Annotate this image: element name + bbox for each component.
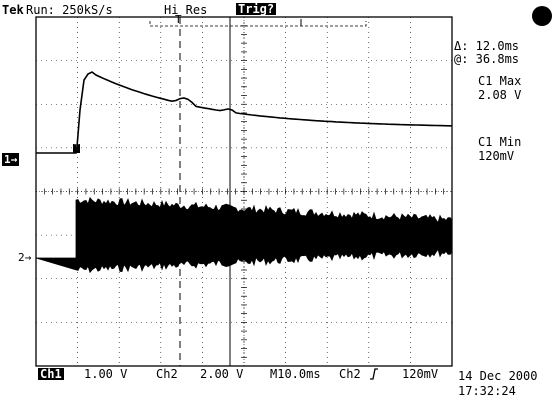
timebase-readout: M10.0ms: [270, 367, 321, 381]
ch2-trace: [35, 196, 453, 274]
brand-label: Tek: [2, 3, 24, 17]
measurement-label: C1 Max: [478, 74, 522, 88]
ch2-ground-marker[interactable]: 2→: [18, 251, 32, 264]
ch2-label[interactable]: Ch2: [156, 367, 178, 381]
knob-icon[interactable]: [532, 6, 552, 26]
trigger-source: Ch2: [339, 367, 361, 381]
ch2-scale: 2.00 V: [200, 367, 244, 381]
graticule: [35, 16, 453, 367]
cursor-delta-readout: Δ: 12.0ms: [454, 39, 520, 53]
record-window-bracket: [149, 21, 367, 27]
measurement-value: 2.08 V: [478, 88, 522, 102]
trigger-position-label: T: [175, 13, 182, 26]
trigger-status: Trig?: [236, 2, 277, 16]
date-readout: 14 Dec 2000: [458, 369, 538, 383]
ch1-scale: 1.00 V: [84, 367, 128, 381]
time-readout: 17:32:24: [458, 384, 516, 398]
acquisition-mode: Hi Res: [164, 3, 208, 17]
ch1-ground-marker[interactable]: 1→: [2, 153, 20, 166]
trigger-level: 120mV: [402, 367, 439, 381]
ch1-label[interactable]: Ch1: [38, 367, 64, 381]
measurement-value: 120mV: [478, 149, 515, 163]
rising-edge-icon: [369, 368, 379, 380]
measurement-label: C1 Min: [478, 135, 522, 149]
cursor-position-readout: @: 36.8ms: [454, 52, 520, 66]
ch1-trace: [36, 71, 452, 154]
run-status: Run: 250kS/s: [26, 3, 113, 17]
